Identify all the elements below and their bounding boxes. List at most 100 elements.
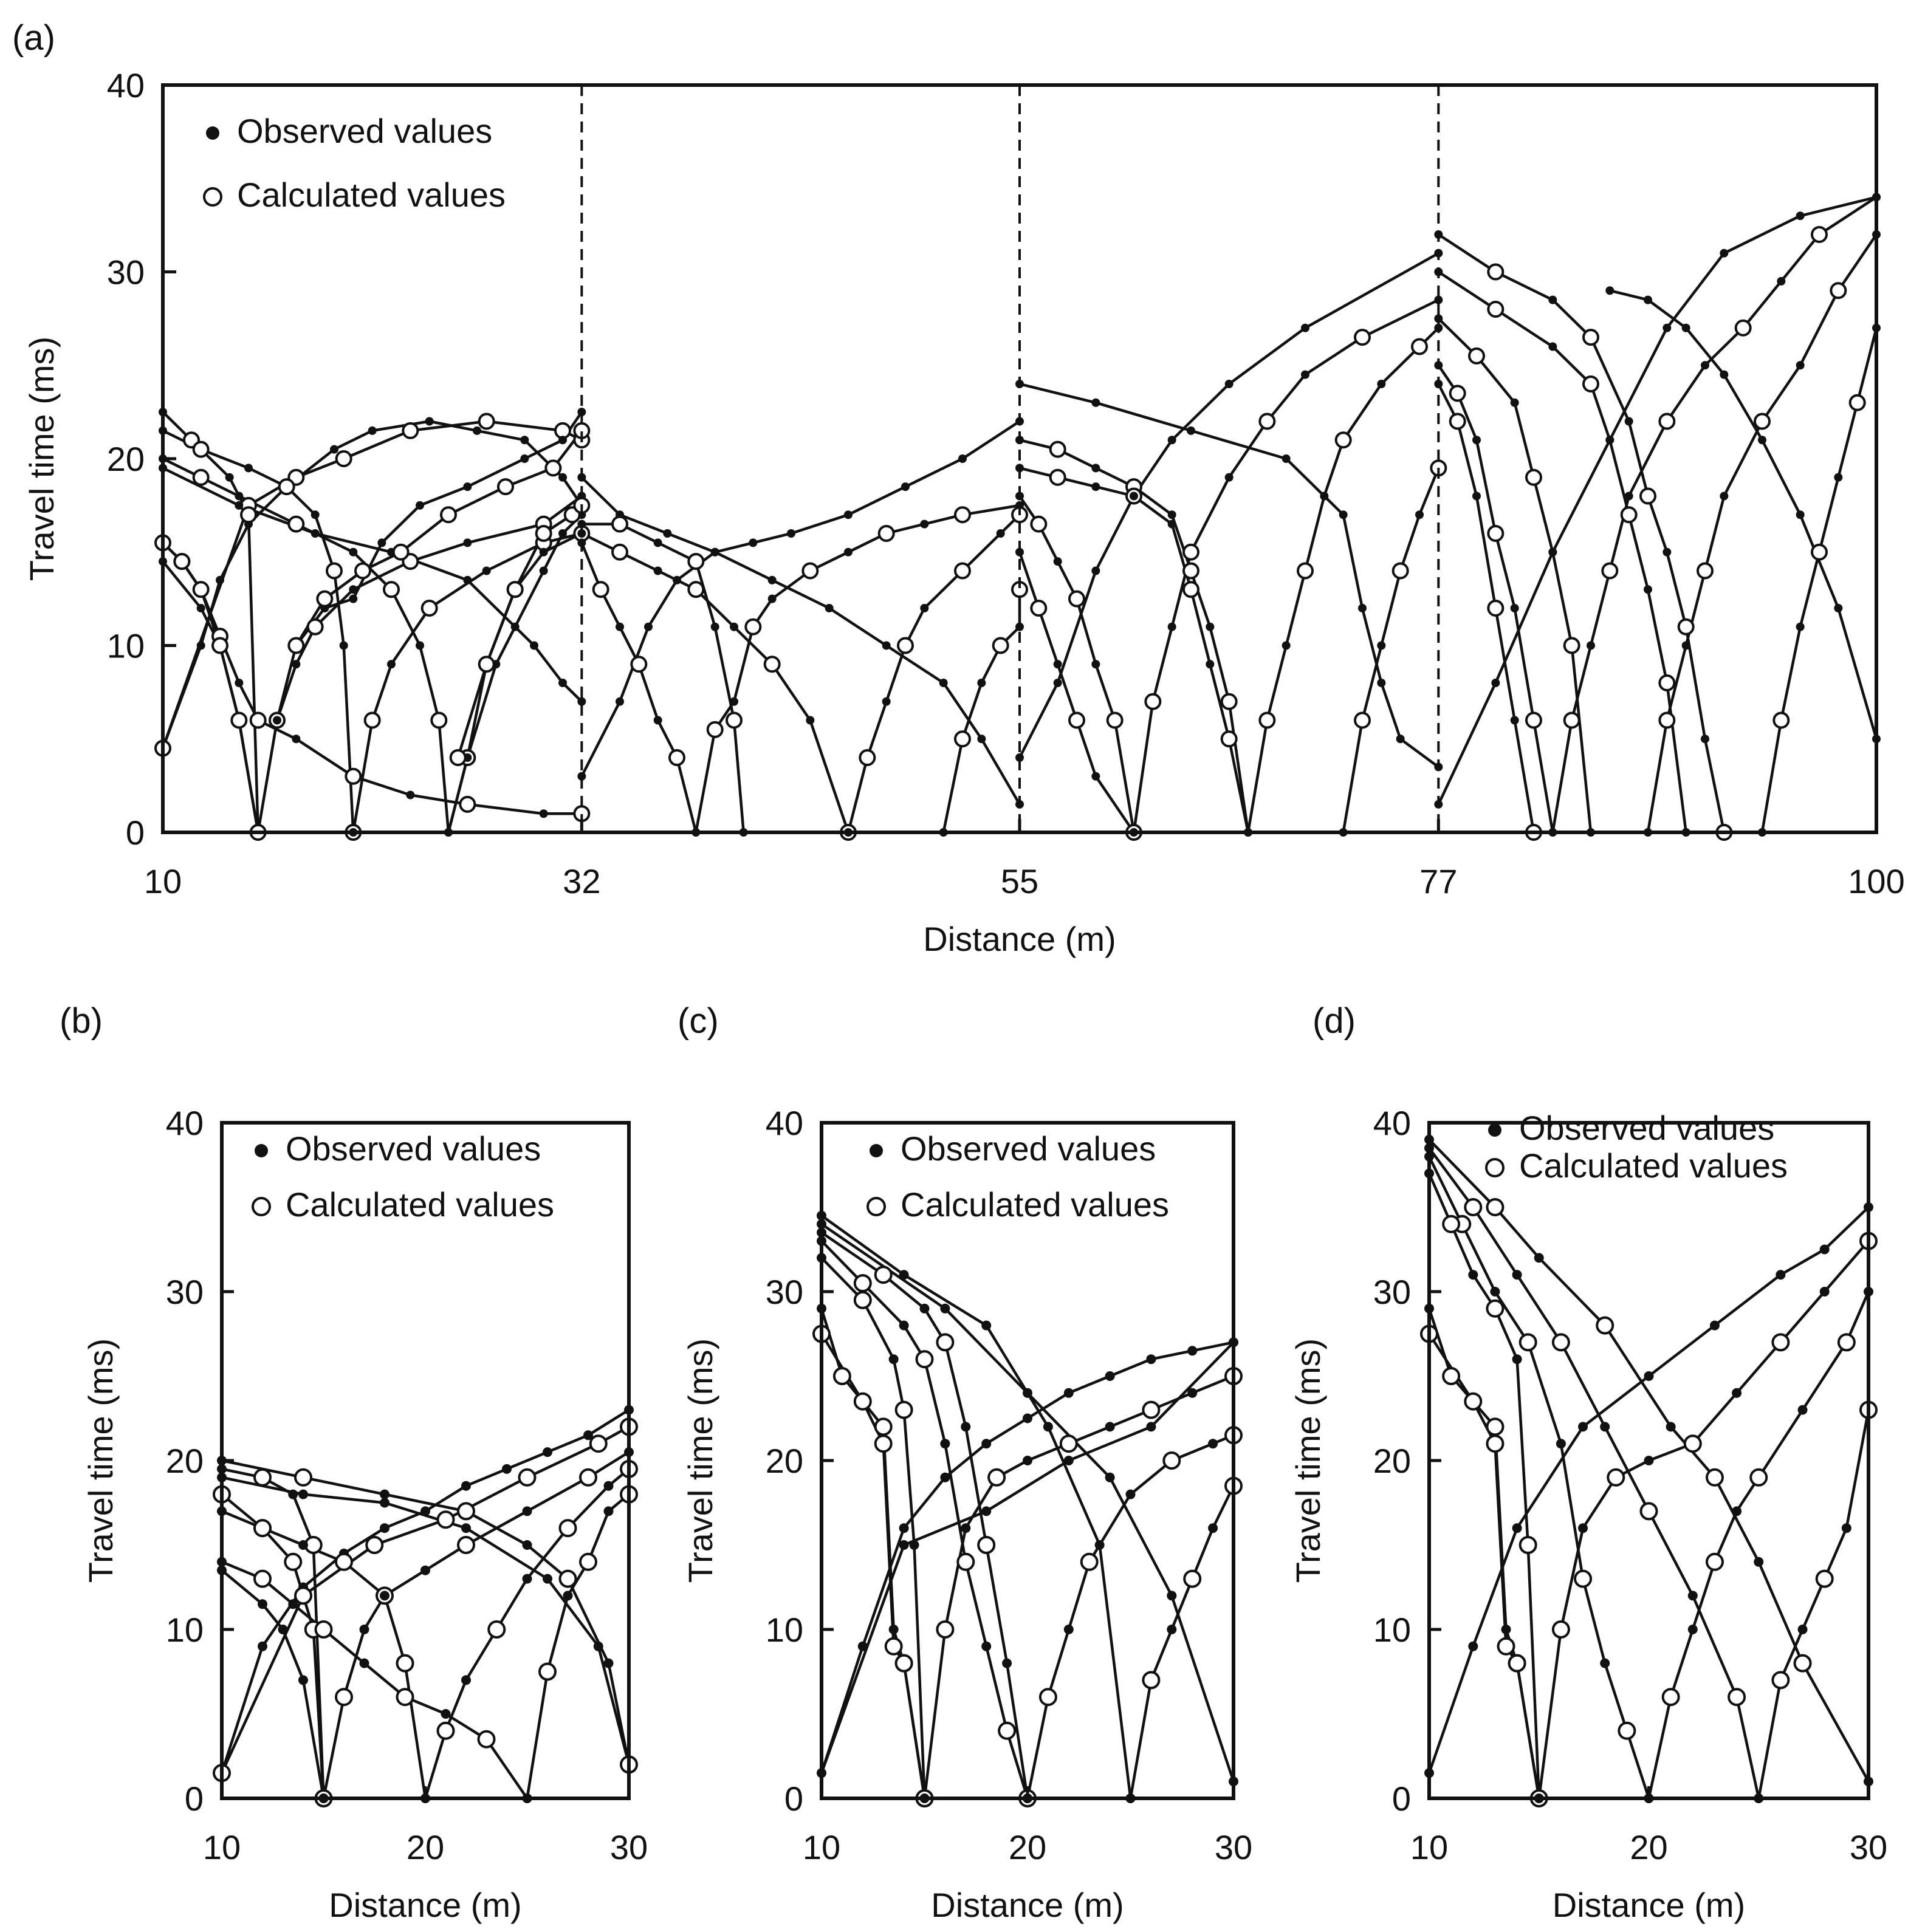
calculated-point	[1068, 711, 1085, 729]
calculated-point	[1486, 1299, 1505, 1318]
series-line-shot-10	[161, 420, 583, 749]
y-tick-label: 10	[166, 1611, 204, 1649]
observed-point	[767, 594, 777, 603]
x-tick-label: 100	[1848, 862, 1904, 900]
legend-observed-label: Observed values	[1519, 1109, 1774, 1147]
observed-point	[1819, 1287, 1830, 1297]
calculated-point	[457, 1502, 475, 1521]
observed-point	[1091, 398, 1100, 407]
observed-point	[425, 417, 434, 426]
calculated-point	[440, 506, 457, 524]
observed-point	[981, 1320, 992, 1331]
calculated-point	[1837, 1333, 1856, 1352]
calculated-point	[1334, 431, 1352, 449]
observed-point	[558, 473, 567, 482]
observed-point	[806, 716, 815, 725]
series-markers	[1420, 1134, 1878, 1807]
series-line-shot-72-right	[1342, 467, 1440, 833]
legend-calculated-marker	[252, 1197, 271, 1216]
y-axis-label: Travel time (ms)	[1289, 1338, 1327, 1583]
observed-point	[1687, 1591, 1698, 1601]
calculated-point	[611, 543, 628, 561]
observed-point	[1434, 295, 1443, 304]
observed-point	[461, 1481, 471, 1491]
observed-point	[196, 641, 205, 650]
panel-b: (b) 10 20 30 0 10 20 30 40 Distance (m) Travel tim…	[60, 1001, 648, 1924]
calculated-point	[954, 506, 971, 524]
calculated-point	[687, 553, 705, 570]
calculated-point	[1728, 1688, 1746, 1707]
observed-point	[1125, 1489, 1136, 1499]
observed-point	[558, 436, 567, 445]
observed-point	[339, 641, 348, 650]
observed-point	[1605, 436, 1614, 445]
observed-point	[710, 622, 719, 631]
observed-point	[996, 529, 1005, 538]
observed-point	[844, 547, 853, 557]
calculated-point	[1551, 1620, 1570, 1639]
observed-point	[888, 1625, 899, 1634]
observed-point	[593, 1641, 603, 1651]
observed-point	[1600, 1422, 1610, 1432]
calculated-point	[1297, 562, 1314, 580]
x-tick-label: 30	[610, 1828, 648, 1866]
calculated-point	[1618, 1721, 1636, 1740]
observed-point	[292, 660, 301, 669]
calculated-point	[1486, 1198, 1505, 1216]
calculated-point	[687, 581, 705, 598]
observed-point	[1023, 1456, 1032, 1465]
calculated-point	[1639, 487, 1656, 505]
observed-point	[653, 566, 662, 575]
observed-point	[288, 1599, 298, 1609]
observed-point	[653, 538, 662, 547]
observed-point	[298, 1540, 308, 1550]
observed-point	[1644, 1456, 1654, 1465]
x-axis-label: Distance (m)	[1553, 1886, 1745, 1924]
observed-point	[1777, 276, 1786, 286]
observed-point	[1091, 660, 1100, 669]
observed-point	[1091, 464, 1100, 473]
observed-point	[663, 529, 672, 538]
observed-point	[482, 566, 491, 575]
observed-point	[349, 547, 358, 557]
observed-point	[961, 1523, 971, 1533]
x-tick-label: 55	[1001, 862, 1038, 900]
x-tick-label: 10	[1410, 1828, 1448, 1866]
calculated-point	[192, 581, 210, 598]
observed-point	[1053, 660, 1062, 669]
calculated-point	[538, 1662, 557, 1681]
calculated-point	[1142, 1671, 1161, 1690]
observed-point	[1796, 211, 1805, 221]
calculated-point	[801, 562, 819, 580]
calculated-point	[1182, 581, 1199, 598]
calculated-point	[897, 637, 914, 654]
calculated-point	[558, 1569, 577, 1588]
calculated-point	[478, 656, 495, 673]
calculated-point	[1749, 1468, 1768, 1487]
observed-point	[1063, 1625, 1074, 1634]
calculated-point	[326, 562, 343, 580]
calculated-point	[1497, 1637, 1515, 1656]
calculated-point	[915, 1350, 934, 1369]
series-line-shot-20-left	[162, 429, 355, 833]
calculated-point	[1518, 1536, 1537, 1554]
calculated-point	[544, 459, 562, 477]
calculated-point	[763, 656, 781, 673]
calculated-point	[518, 1468, 537, 1487]
calculated-point	[1038, 1688, 1057, 1707]
x-tick-label: 10	[203, 1828, 241, 1866]
observed-point	[1208, 1439, 1218, 1449]
observed-point	[258, 1641, 267, 1651]
calculated-point	[278, 478, 295, 496]
observed-point	[1841, 1523, 1851, 1533]
observed-point	[1224, 380, 1234, 388]
observed-point	[1534, 1253, 1544, 1263]
observed-point	[825, 604, 834, 612]
observed-point	[406, 790, 415, 800]
observed-point	[1754, 1557, 1764, 1567]
observed-point	[1701, 361, 1709, 370]
observed-point	[1512, 1270, 1522, 1280]
calculated-point	[1771, 1671, 1790, 1690]
calculated-point	[1391, 562, 1409, 580]
